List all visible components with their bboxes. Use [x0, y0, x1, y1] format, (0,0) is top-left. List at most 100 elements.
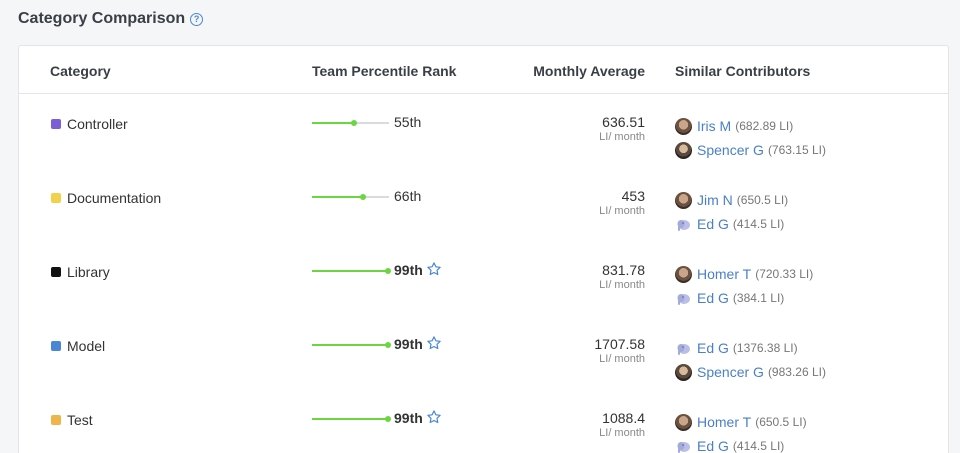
contributor-link[interactable]: Ed G — [697, 290, 729, 306]
similar-contributors: Jim N (650.5 LI) Ed G (414.5 LI) — [675, 188, 788, 236]
similar-contributors: Iris M (682.89 LI) Spencer G (763.15 LI) — [675, 114, 826, 162]
percentile-fill — [312, 270, 389, 272]
percentile-track — [312, 416, 392, 422]
monthly-average-unit: LI/ month — [599, 279, 645, 291]
table-row: Test 99th 1088.4 LI/ month Homer T (650.5 LI)… — [19, 397, 948, 453]
table-row: Documentation 66th 453 LI/ month Jim N (650.5… — [19, 175, 948, 249]
section-heading: Category Comparison ? — [18, 10, 204, 28]
monthly-average-value: 1707.58 — [594, 336, 645, 352]
percentile-marker — [385, 342, 392, 348]
star-icon — [427, 336, 441, 350]
monthly-average-cell: 453 LI/ month — [599, 188, 645, 217]
avatar — [675, 437, 692, 453]
similar-contributors: Homer T (650.5 LI) Ed G (414.5 LI) — [675, 410, 807, 453]
header-divider — [19, 93, 948, 94]
percentile-label: 99th — [394, 336, 423, 352]
percentile-marker — [351, 120, 358, 126]
monthly-average-cell: 831.78 LI/ month — [599, 262, 645, 291]
percentile-rank: 55th — [312, 113, 452, 133]
table-row: Library 99th 831.78 LI/ month Homer T (720.33… — [19, 249, 948, 323]
category-color-swatch — [51, 415, 61, 425]
column-header-contributors[interactable]: Similar Contributors — [675, 63, 811, 79]
contributor-item: Ed G (1376.38 LI) — [675, 336, 826, 360]
contributor-link[interactable]: Ed G — [697, 216, 729, 232]
star-icon — [427, 410, 441, 424]
percentile-rank: 99th — [312, 409, 452, 429]
monthly-average-unit: LI/ month — [599, 353, 645, 365]
contributor-link[interactable]: Ed G — [697, 438, 729, 453]
category-comparison-table: Category Team Percentile Rank Monthly Av… — [18, 45, 949, 453]
percentile-label: 99th — [394, 410, 423, 426]
category-cell: Model — [51, 338, 105, 354]
contributor-item: Ed G (384.1 LI) — [675, 286, 813, 310]
percentile-label: 55th — [394, 114, 422, 130]
contributor-score: (763.15 LI) — [767, 143, 826, 157]
column-header-rank[interactable]: Team Percentile Rank — [312, 63, 457, 79]
contributor-score: (650.5 LI) — [755, 415, 807, 429]
contributor-link[interactable]: Homer T — [697, 414, 752, 430]
contributor-link[interactable]: Spencer G — [697, 142, 764, 158]
contributor-item: Iris M (682.89 LI) — [675, 114, 826, 138]
percentile-marker — [385, 416, 392, 422]
contributor-score: (650.5 LI) — [736, 193, 789, 207]
contributor-score: (1376.38 LI) — [732, 341, 798, 355]
contributor-link[interactable]: Homer T — [697, 266, 752, 282]
percentile-track — [312, 268, 392, 274]
avatar — [675, 339, 692, 357]
category-cell: Test — [51, 412, 93, 428]
contributor-score: (384.1 LI) — [732, 291, 785, 305]
column-header-average[interactable]: Monthly Average — [533, 63, 645, 79]
monthly-average-value: 1088.4 — [602, 410, 645, 426]
contributor-item: Ed G (414.5 LI) — [675, 434, 807, 453]
category-label: Controller — [67, 116, 128, 132]
contributor-item: Jim N (650.5 LI) — [675, 188, 788, 212]
percentile-label: 99th — [394, 262, 423, 278]
similar-contributors: Ed G (1376.38 LI) Spencer G (983.26 LI) — [675, 336, 826, 384]
contributor-item: Homer T (720.33 LI) — [675, 262, 813, 286]
avatar — [675, 289, 692, 307]
avatar — [675, 413, 692, 431]
percentile-track — [312, 342, 392, 348]
similar-contributors: Homer T (720.33 LI) Ed G (384.1 LI) — [675, 262, 813, 310]
monthly-average-cell: 1088.4 LI/ month — [599, 410, 645, 439]
monthly-average-value: 636.51 — [602, 114, 645, 130]
monthly-average-cell: 1707.58 LI/ month — [594, 336, 645, 365]
percentile-marker — [385, 268, 392, 274]
category-label: Library — [67, 264, 110, 280]
star-icon — [427, 262, 441, 276]
category-label: Test — [67, 412, 93, 428]
category-cell: Documentation — [51, 190, 161, 206]
category-color-swatch — [51, 193, 61, 203]
contributor-item: Spencer G (763.15 LI) — [675, 138, 826, 162]
avatar — [675, 117, 692, 135]
contributor-score: (720.33 LI) — [755, 267, 814, 281]
contributor-score: (414.5 LI) — [732, 439, 785, 453]
contributor-score: (682.89 LI) — [735, 119, 794, 133]
percentile-rank: 99th — [312, 335, 452, 355]
avatar — [675, 265, 692, 283]
percentile-fill — [312, 344, 389, 346]
contributor-link[interactable]: Spencer G — [697, 364, 764, 380]
contributor-link[interactable]: Jim N — [697, 192, 733, 208]
percentile-fill — [312, 418, 389, 420]
category-color-swatch — [51, 341, 61, 351]
column-header-category[interactable]: Category — [50, 63, 111, 79]
percentile-marker — [359, 194, 366, 200]
category-color-swatch — [51, 119, 61, 129]
monthly-average-unit: LI/ month — [599, 131, 645, 143]
question-circle-icon[interactable]: ? — [190, 12, 204, 26]
percentile-label: 66th — [394, 188, 422, 204]
page-title: Category Comparison — [18, 10, 186, 27]
category-label: Model — [67, 338, 106, 354]
percentile-fill — [312, 196, 363, 198]
percentile-track — [312, 120, 389, 126]
table-row: Model 99th 1707.58 LI/ month Ed G (1376.38 LI… — [19, 323, 948, 397]
monthly-average-unit: LI/ month — [599, 427, 645, 439]
monthly-average-unit: LI/ month — [599, 205, 645, 217]
contributor-item: Spencer G (983.26 LI) — [675, 360, 826, 384]
category-color-swatch — [51, 267, 61, 277]
contributor-link[interactable]: Iris M — [697, 118, 732, 134]
contributor-link[interactable]: Ed G — [697, 340, 729, 356]
percentile-fill — [312, 122, 355, 124]
avatar — [675, 363, 692, 381]
